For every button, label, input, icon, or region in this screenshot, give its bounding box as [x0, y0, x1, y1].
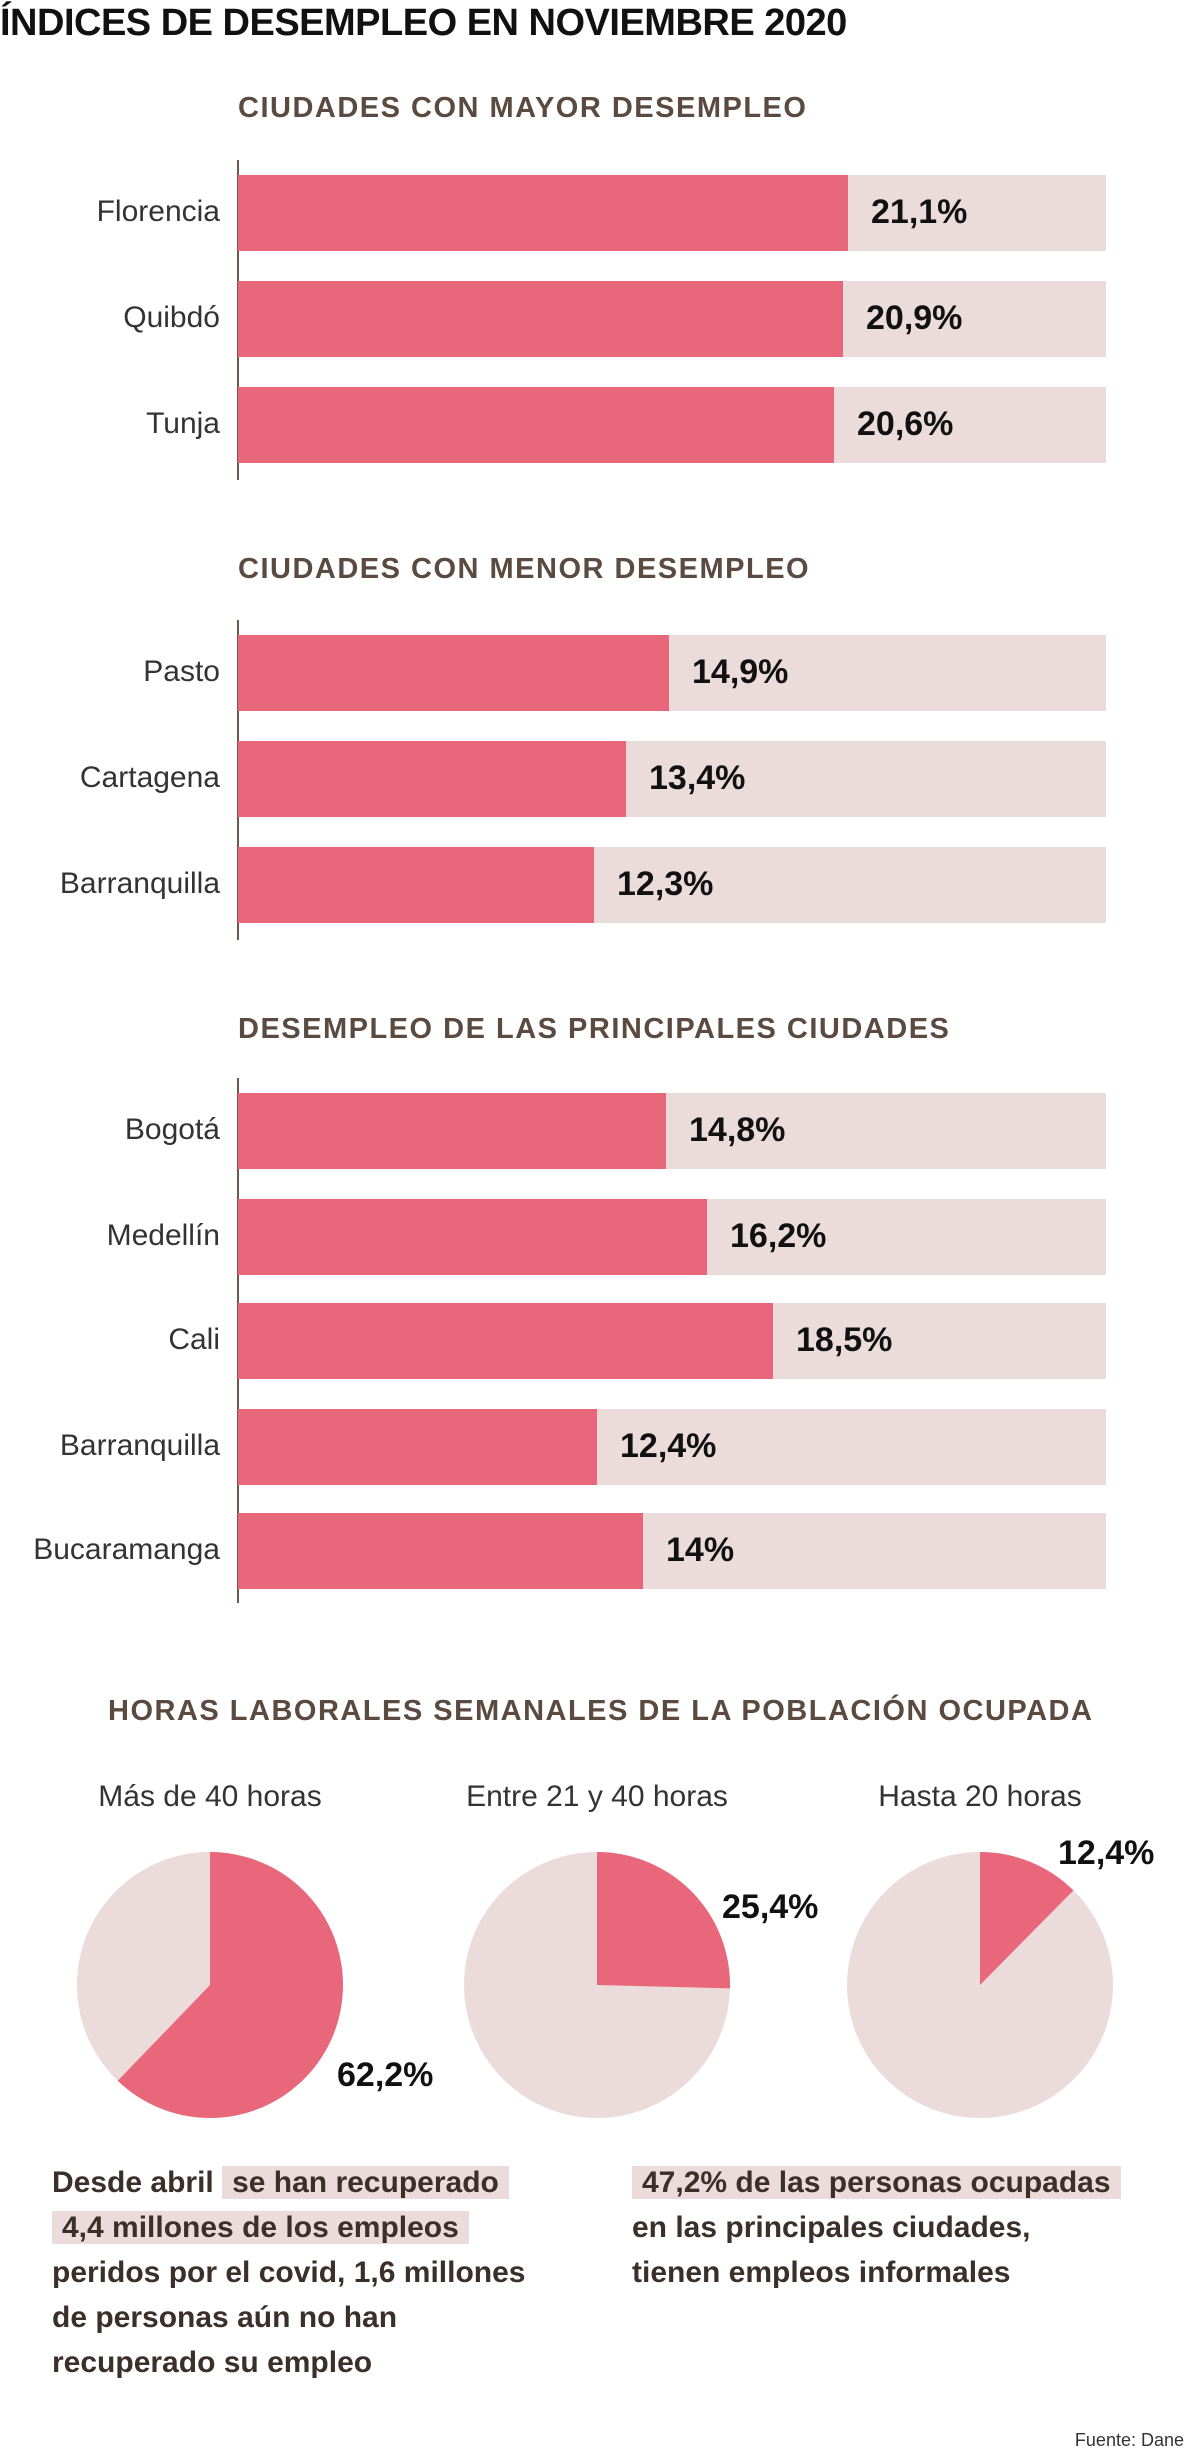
chart-title: HORAS LABORALES SEMANALES DE LA POBLACIÓ… [108, 1695, 1094, 1727]
category-label: Bucaramanga [33, 1533, 220, 1566]
bar-value-label: 16,2% [730, 1217, 827, 1255]
bar-value-label: 20,6% [857, 405, 954, 443]
category-label: Barranquilla [59, 1429, 220, 1462]
pie-category-label: Más de 40 horas [98, 1780, 322, 1813]
category-label: Quibdó [123, 301, 220, 334]
category-label: Cali [168, 1323, 220, 1356]
bar [238, 847, 594, 923]
category-label: Medellín [106, 1219, 220, 1252]
category-label: Cartagena [79, 761, 220, 794]
bar-value-label: 14% [666, 1531, 735, 1569]
note-text: tienen empleos informales [632, 2256, 1011, 2289]
bar-value-label: 13,4% [649, 759, 746, 797]
category-label: Bogotá [124, 1113, 220, 1146]
bar [238, 635, 669, 711]
note-line: 47,2% de las personas ocupadas [632, 2160, 1121, 2205]
chart-title: DESEMPLEO DE LAS PRINCIPALES CIUDADES [238, 1013, 951, 1045]
note-text: peridos por el covid, 1,6 millones [52, 2256, 526, 2289]
bar [238, 1093, 666, 1169]
pie-category-label: Hasta 20 horas [878, 1780, 1082, 1813]
pie-slice [597, 1851, 731, 1989]
bar-value-label: 21,1% [871, 193, 968, 231]
bar-value-label: 20,9% [866, 299, 963, 337]
note-text: en las principales ciudades, [632, 2211, 1031, 2244]
bar [238, 175, 848, 251]
note-highlight: 47,2% de las personas ocupadas [632, 2166, 1121, 2199]
note-left: Desde abril se han recuperado 4,4 millone… [52, 2160, 525, 2385]
note-line: de personas aún no han [52, 2295, 525, 2340]
pie-category-label: Entre 21 y 40 horas [466, 1780, 728, 1813]
category-label: Tunja [146, 407, 220, 440]
note-right: 47,2% de las personas ocupadas en las pri… [632, 2160, 1121, 2295]
note-line: recuperado su empleo [52, 2340, 525, 2385]
note-line: tienen empleos informales [632, 2250, 1121, 2295]
bar [238, 1199, 707, 1275]
bar-value-label: 14,8% [689, 1111, 786, 1149]
note-highlight: 4,4 millones de los empleos [52, 2211, 469, 2244]
note-line: en las principales ciudades, [632, 2205, 1121, 2250]
bar [238, 281, 843, 357]
chart-title: CIUDADES CON MAYOR DESEMPLEO [238, 92, 808, 124]
bar [238, 1409, 597, 1485]
bar [238, 1513, 643, 1589]
note-text: Desde abril [52, 2166, 223, 2199]
category-label: Pasto [143, 655, 220, 688]
category-label: Barranquilla [59, 867, 220, 900]
pie-value-label: 12,4% [1058, 1834, 1155, 1872]
pie-value-label: 62,2% [337, 2056, 434, 2094]
category-label: Florencia [96, 195, 220, 228]
pie-value-label: 25,4% [722, 1888, 819, 1926]
bar-value-label: 14,9% [692, 653, 789, 691]
note-text: de personas aún no han [52, 2301, 398, 2334]
bar-value-label: 12,3% [617, 865, 714, 903]
pie-slice [117, 1852, 343, 2119]
note-text: recuperado su empleo [52, 2346, 373, 2379]
page-title: ÍNDICES DE DESEMPLEO EN NOVIEMBRE 2020 [0, 2, 847, 44]
pie-background [77, 1852, 343, 2118]
note-line: 4,4 millones de los empleos [52, 2205, 525, 2250]
bar-value-label: 12,4% [620, 1427, 717, 1465]
bar [238, 1303, 773, 1379]
bar [238, 387, 834, 463]
pie-background [464, 1852, 730, 2118]
note-highlight: se han recuperado [222, 2166, 509, 2199]
note-line: peridos por el covid, 1,6 millones [52, 2250, 525, 2295]
chart-title: CIUDADES CON MENOR DESEMPLEO [238, 553, 811, 585]
bar [238, 741, 626, 817]
note-line: Desde abril se han recuperado [52, 2160, 525, 2205]
pie-background [847, 1852, 1113, 2118]
bar-value-label: 18,5% [796, 1321, 893, 1359]
source-note: Fuente: Dane [1074, 2430, 1184, 2450]
